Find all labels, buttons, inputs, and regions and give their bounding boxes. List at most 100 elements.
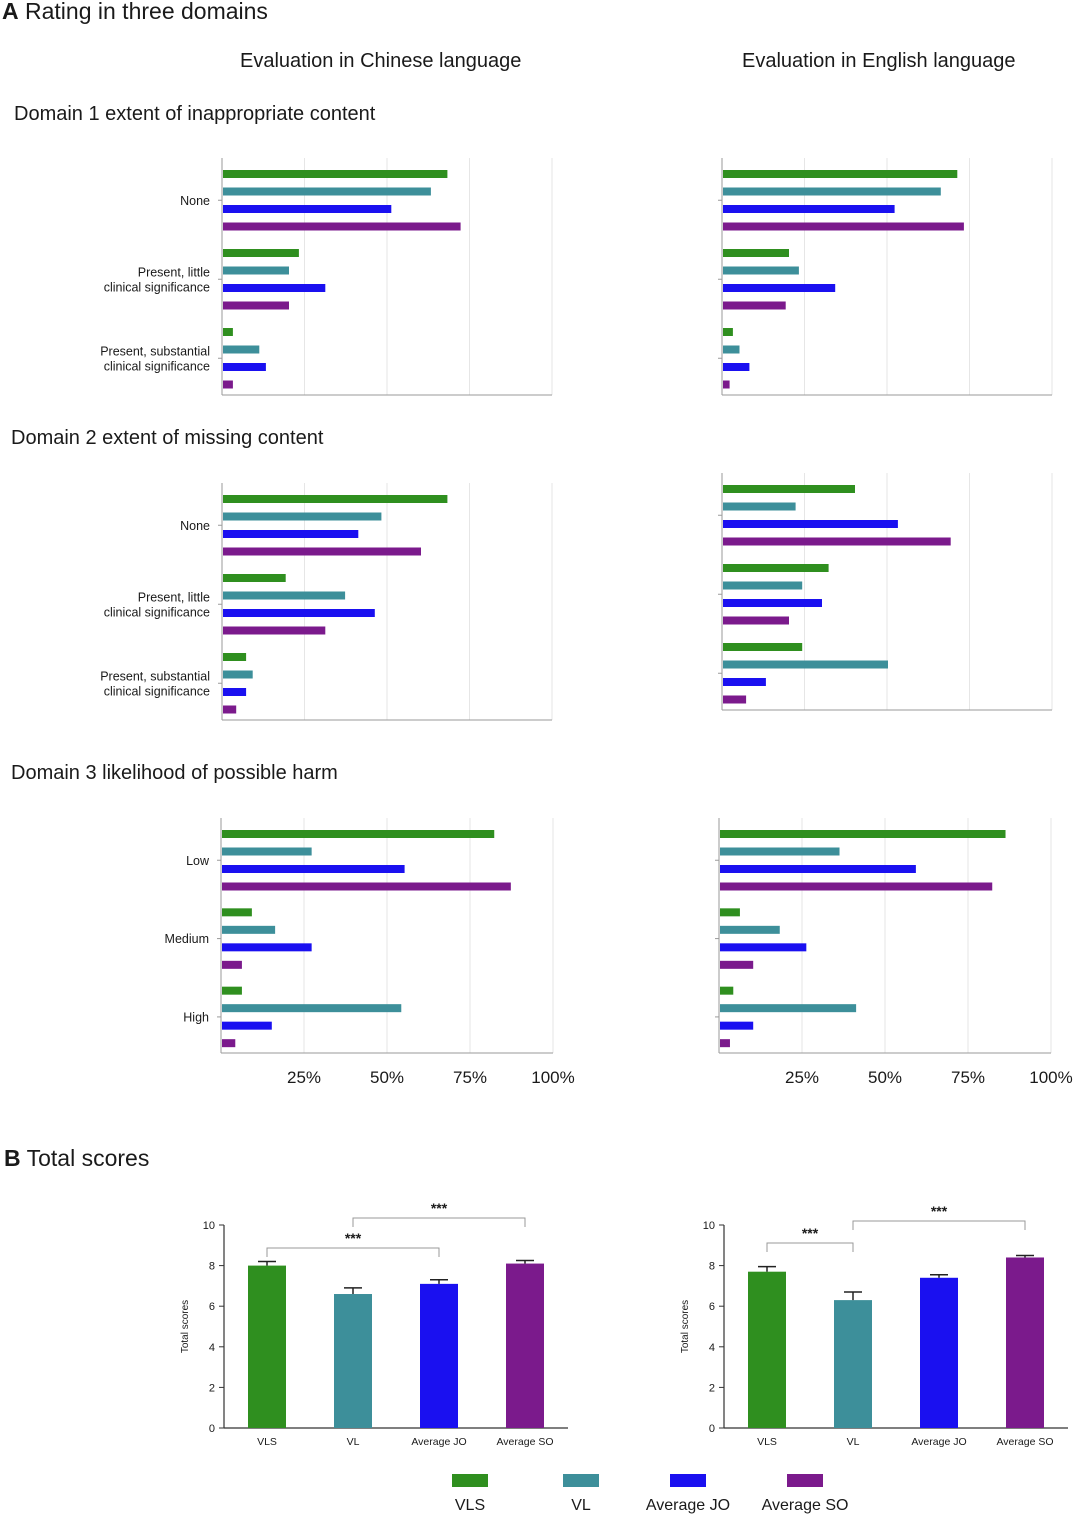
bar-average-so	[506, 1263, 544, 1428]
x-tick-label-average-jo: Average JO	[411, 1436, 466, 1448]
bar-vl-medium	[720, 925, 780, 934]
chart-english-domain-2	[560, 465, 1060, 715]
x-tick-label: 75%	[453, 1068, 487, 1087]
bar-vl-medium	[222, 925, 276, 934]
legend-label-vl: VL	[571, 1497, 591, 1514]
y-tick-label: 2	[709, 1382, 715, 1394]
chart-svg-en_d2	[718, 473, 1053, 711]
category-label-present-little: Present, little clinical significance	[104, 265, 210, 294]
legend-item-vl: VL	[553, 1474, 609, 1515]
chart-svg-en_d1	[718, 158, 1053, 396]
category-label-present-substantial: Present, substantial clinical significanc…	[100, 344, 210, 373]
bar-average-jo-high	[720, 1021, 754, 1030]
y-tick-label: 6	[209, 1301, 215, 1313]
domain-2-heading: Domain 2 extent of missing content	[11, 427, 324, 449]
category-label-medium: Medium	[165, 932, 209, 946]
bar-vl-none	[723, 187, 941, 196]
legend-label-average-jo: Average JO	[645, 1497, 731, 1514]
y-axis-label: Total scores	[180, 1300, 191, 1353]
bar-average-so-medium	[222, 960, 242, 969]
chart-svg-cn_d3: Low Medium High 25% 50% 75% 100%	[165, 818, 575, 1087]
domain-1-heading: Domain 1 extent of inappropriate content	[14, 103, 376, 125]
significance-bracket	[352, 1217, 526, 1227]
legend-swatch-vls	[452, 1474, 488, 1487]
bar-vls-medium	[720, 908, 740, 917]
bar-vls-none	[223, 170, 448, 178]
y-tick-label: 2	[209, 1382, 215, 1394]
bar-average-so-present-little	[723, 616, 789, 625]
bar-vls-none	[223, 495, 448, 503]
bar-average-jo-present-substantial	[223, 363, 266, 371]
x-tick-label: 75%	[951, 1068, 985, 1087]
bar-vls-present-little	[223, 574, 286, 582]
x-tick-label-vl: VL	[847, 1436, 860, 1448]
bar-vls-present-substantial	[223, 328, 233, 336]
bar-average-jo	[920, 1277, 958, 1428]
bar-vls-present-substantial	[223, 653, 247, 661]
legend-item-average-jo: Average JO	[638, 1474, 738, 1515]
x-tick-label-vls: VLS	[757, 1436, 777, 1448]
legend-swatch-average-jo	[670, 1474, 706, 1487]
bar-average-so-low	[222, 882, 511, 891]
bar-vl-present-little	[223, 591, 346, 600]
category-label-present-little: Present, little clinical significance	[104, 590, 210, 619]
legend-swatch-average-so	[787, 1474, 823, 1487]
bar-average-so-low	[720, 882, 993, 891]
category-label-none: None	[180, 194, 210, 208]
bar-average-jo-medium	[222, 943, 312, 952]
bar-average-jo-medium	[720, 943, 807, 952]
bar-average-jo-present-little	[723, 599, 822, 607]
y-tick-label: 6	[709, 1301, 715, 1313]
legend: VLS VL Average JO Average SO	[0, 1474, 1080, 1519]
x-tick-label: 100%	[1029, 1068, 1072, 1087]
bar-average-so-present-little	[223, 301, 289, 310]
x-tick-label-vl: VL	[347, 1436, 360, 1448]
panel-a-letter: A	[2, 0, 19, 24]
significance-label: ***	[345, 1230, 362, 1246]
bar-vl-present-substantial	[223, 670, 253, 679]
bar-vls-low	[222, 830, 495, 838]
y-tick-label: 10	[203, 1220, 215, 1232]
chart-svg-en_d3: 25% 50% 75% 100%	[715, 818, 1073, 1087]
bar-average-jo-none	[723, 205, 895, 213]
x-tick-label-vls: VLS	[257, 1436, 277, 1448]
panel-b-title: Total scores	[26, 1145, 150, 1171]
bar-vls-present-substantial	[723, 328, 733, 336]
bar-vls	[748, 1271, 786, 1428]
bar-average-so-high	[720, 1039, 730, 1048]
bar-average-jo-low	[222, 865, 405, 873]
x-tick-label: 50%	[868, 1068, 902, 1087]
significance-bracket	[852, 1220, 1026, 1230]
bar-average-so-present-substantial	[723, 695, 747, 704]
bar-vl-low	[222, 847, 312, 856]
y-tick-label: 4	[709, 1342, 715, 1354]
chart-svg-cn_d1: None Present, little clinical significance…	[100, 158, 553, 396]
bar-vls	[248, 1265, 286, 1428]
bar-vl	[834, 1300, 872, 1428]
chart-chinese-domain-3: Low Medium High 25% 50% 75% 100%	[0, 810, 600, 1090]
significance-label: ***	[931, 1203, 948, 1219]
domain-3-heading: Domain 3 likelihood of possible harm	[11, 762, 338, 784]
panel-b-letter: B	[4, 1145, 21, 1171]
bar-vl-present-substantial	[223, 345, 260, 354]
bar-vl-none	[223, 512, 382, 521]
bar-vls-high	[720, 986, 734, 995]
category-label-none: None	[180, 519, 210, 533]
bar-average-so-present-substantial	[223, 705, 237, 714]
bar-average-so-none	[723, 222, 964, 231]
x-tick-label: 50%	[370, 1068, 404, 1087]
bar-average-jo-none	[723, 520, 898, 528]
bar-average-jo-present-substantial	[223, 688, 247, 696]
bar-vl-present-little	[223, 266, 289, 275]
bar-average-jo-present-little	[223, 284, 326, 292]
bar-vl-high	[720, 1004, 857, 1013]
legend-swatch-vl	[563, 1474, 599, 1487]
bar-average-jo-none	[223, 530, 359, 538]
bar-vl-low	[720, 847, 840, 856]
bar-average-jo-present-little	[223, 609, 375, 617]
bar-vls-medium	[222, 908, 252, 917]
chart-english-total-scores: 0 2 4 6 8 10 Total scores VLS VL Average JO Averag…	[670, 1195, 1070, 1455]
chart-chinese-domain-1: None Present, little clinical significance…	[0, 150, 560, 400]
bar-vl-high	[222, 1004, 402, 1013]
bar-average-jo-high	[222, 1021, 272, 1030]
